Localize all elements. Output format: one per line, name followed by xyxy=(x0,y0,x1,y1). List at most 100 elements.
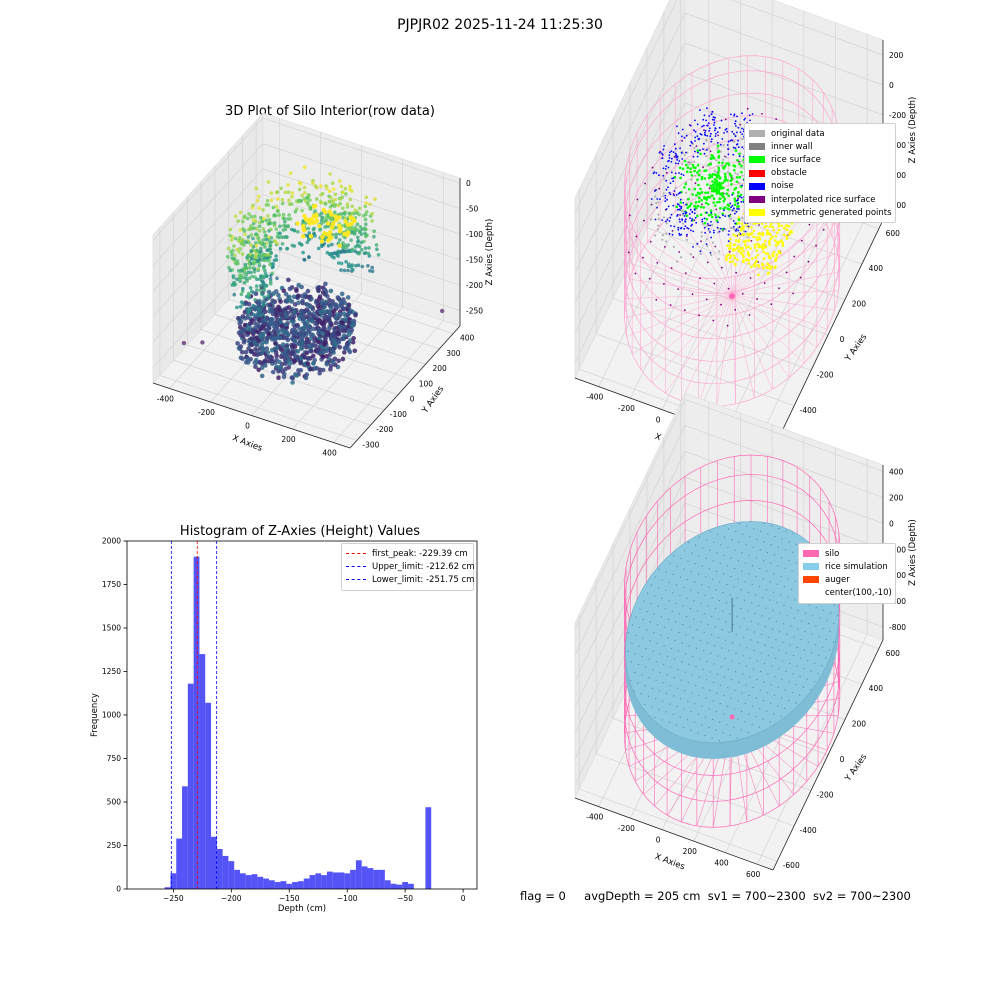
data-point xyxy=(342,211,347,215)
interpolated-point xyxy=(808,223,811,226)
data-point xyxy=(315,348,320,353)
data-point xyxy=(257,298,262,303)
mesh-node xyxy=(832,641,835,643)
noise-point xyxy=(693,212,696,215)
mesh-node xyxy=(795,683,797,686)
data-point xyxy=(336,358,341,364)
noise-point xyxy=(736,202,739,205)
mesh-node xyxy=(786,633,788,636)
mesh-node xyxy=(789,644,791,646)
data-point xyxy=(244,240,248,244)
z-tick-label: -200 xyxy=(466,281,483,290)
data-point xyxy=(268,279,273,284)
data-point xyxy=(297,187,302,192)
data-point xyxy=(241,275,246,280)
symmetric-point xyxy=(758,231,761,235)
mesh-node xyxy=(811,633,813,635)
mesh-node xyxy=(647,695,650,697)
data-point xyxy=(346,268,350,273)
z-tick-label: -800 xyxy=(889,201,906,210)
x-tick-label: -200 xyxy=(198,408,215,417)
data-point xyxy=(294,288,299,294)
data-point xyxy=(285,235,289,239)
data-point xyxy=(233,253,237,258)
symmetric-point xyxy=(789,230,792,233)
noise-point xyxy=(699,109,701,111)
data-point xyxy=(247,262,251,266)
noise-point xyxy=(662,148,665,151)
legend-item: silo xyxy=(803,547,891,560)
interpolated-point xyxy=(669,304,672,306)
z-gridline xyxy=(574,399,686,630)
symmetric-point xyxy=(746,251,750,254)
noise-point xyxy=(668,191,671,194)
rice-surface-point xyxy=(699,205,703,209)
noise-point xyxy=(676,215,678,217)
mesh-node xyxy=(749,536,751,538)
mesh-node xyxy=(825,657,827,659)
mesh-node xyxy=(723,554,725,557)
data-point xyxy=(288,217,293,221)
symmetric-point xyxy=(757,265,761,268)
mesh-node xyxy=(762,700,765,702)
mesh-node xyxy=(719,562,721,565)
noise-point xyxy=(741,127,743,130)
y-tick-label: 400 xyxy=(869,264,884,273)
data-point xyxy=(346,332,352,338)
symmetric-point xyxy=(777,249,780,253)
data-point xyxy=(263,234,268,238)
symmetric-point xyxy=(761,263,765,267)
data-point xyxy=(233,236,238,241)
interpolated-point xyxy=(670,267,673,269)
mesh-node xyxy=(720,684,722,686)
noise-point xyxy=(723,209,725,212)
mesh-node xyxy=(681,661,683,663)
interpolated-point xyxy=(701,203,703,206)
mesh-node xyxy=(728,631,730,633)
noise-point xyxy=(716,141,719,144)
mesh-node xyxy=(740,589,742,591)
data-point xyxy=(341,206,345,211)
histogram-bar xyxy=(176,838,183,889)
mesh-node xyxy=(688,645,691,647)
symmetric-point xyxy=(753,243,756,247)
mesh-node xyxy=(810,670,812,672)
symmetric-point xyxy=(764,245,768,249)
y-axis-label: Frequency xyxy=(90,693,100,737)
mesh-node xyxy=(773,573,775,575)
histogram-bar xyxy=(367,868,374,889)
histogram-bar xyxy=(205,702,212,889)
data-point xyxy=(353,263,358,268)
rice-surface-point xyxy=(689,202,693,206)
histogram-bar xyxy=(251,874,258,889)
mesh-node xyxy=(791,691,794,694)
mesh-node xyxy=(778,528,780,530)
z-gridline xyxy=(574,477,686,708)
silo-spoke xyxy=(731,219,824,295)
data-point xyxy=(259,215,263,220)
rice-surface-point xyxy=(726,179,729,182)
data-point xyxy=(229,238,234,242)
original-point xyxy=(733,228,736,231)
data-point xyxy=(312,357,318,363)
data-point xyxy=(328,306,334,311)
mesh-node xyxy=(757,623,759,625)
original-point xyxy=(661,234,665,237)
noise-point xyxy=(737,229,740,232)
mesh-node xyxy=(769,581,771,583)
data-point xyxy=(290,350,295,355)
symmetric-point xyxy=(762,250,765,254)
z-tick-label: 200 xyxy=(889,493,904,502)
data-point xyxy=(275,190,280,194)
silo-wireframe xyxy=(624,55,841,407)
original-point xyxy=(722,144,725,147)
mesh-node xyxy=(669,703,671,705)
rice-surface-point xyxy=(695,193,698,197)
noise-point xyxy=(672,204,675,207)
mesh-node xyxy=(799,676,801,678)
rice-surface-point xyxy=(686,166,690,169)
mesh-node xyxy=(734,549,736,551)
data-point xyxy=(251,260,256,265)
data-point xyxy=(252,226,256,230)
y-tick-label: 250 xyxy=(107,841,122,850)
